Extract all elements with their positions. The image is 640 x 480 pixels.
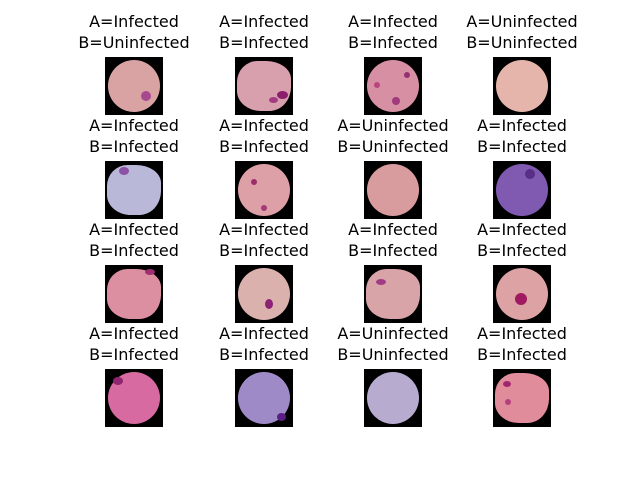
label-b: B=Infected (219, 345, 309, 364)
label-b: B=Infected (477, 345, 567, 364)
panel: A=Infected B=Infected (69, 323, 199, 433)
panel: A=Uninfected B=Uninfected (457, 11, 587, 121)
parasite-spot (376, 279, 386, 285)
parasite-spot (269, 97, 278, 103)
panel: A=Infected B=Infected (457, 323, 587, 433)
label-a: A=Infected (219, 324, 309, 343)
panel: A=Uninfected B=Uninfected (328, 115, 458, 225)
parasite-spot (119, 167, 129, 175)
blood-cell (496, 60, 548, 112)
parasite-spot (404, 72, 410, 78)
label-a: A=Infected (219, 116, 309, 135)
panel: A=Infected B=Infected (199, 115, 329, 225)
label-a: A=Infected (89, 324, 179, 343)
parasite-spot (145, 269, 155, 275)
label-a: A=Uninfected (337, 324, 449, 343)
cell-image (364, 265, 422, 323)
label-a: A=Infected (348, 220, 438, 239)
label-a: A=Infected (219, 220, 309, 239)
panel: A=Infected B=Infected (199, 219, 329, 329)
label-b: B=Infected (219, 33, 309, 52)
blood-cell (107, 269, 161, 319)
label-a: A=Infected (89, 12, 179, 31)
label-a: A=Infected (477, 324, 567, 343)
panel: A=Infected B=Infected (199, 11, 329, 121)
parasite-spot (505, 399, 511, 405)
panel: A=Infected B=Infected (69, 115, 199, 225)
parasite-spot (525, 169, 535, 179)
cell-image (105, 57, 163, 115)
cell-image (493, 161, 551, 219)
label-a: A=Uninfected (466, 12, 578, 31)
label-a: A=Infected (89, 116, 179, 135)
blood-cell (496, 164, 548, 216)
cell-image (493, 265, 551, 323)
cropped-figure-title (0, 0, 640, 2)
label-b: B=Uninfected (337, 137, 449, 156)
label-b: B=Infected (89, 241, 179, 260)
cell-image (235, 57, 293, 115)
blood-cell (237, 61, 291, 111)
label-b: B=Infected (348, 33, 438, 52)
parasite-spot (515, 293, 527, 305)
blood-cell (107, 165, 161, 215)
label-b: B=Infected (477, 241, 567, 260)
panel: A=Infected B=Infected (457, 115, 587, 225)
label-a: A=Infected (348, 12, 438, 31)
label-a: A=Infected (89, 220, 179, 239)
blood-cell (108, 60, 160, 112)
label-b: B=Infected (89, 137, 179, 156)
panel: A=Infected B=Uninfected (69, 11, 199, 121)
parasite-spot (392, 97, 400, 105)
panel: A=Infected B=Infected (199, 323, 329, 433)
panel: A=Infected B=Infected (69, 219, 199, 329)
panel: A=Uninfected B=Uninfected (328, 323, 458, 433)
blood-cell (366, 269, 420, 319)
cell-image (105, 369, 163, 427)
parasite-spot (113, 377, 123, 385)
cell-image (235, 265, 293, 323)
cell-image (364, 369, 422, 427)
blood-cell (238, 268, 290, 320)
cell-image (493, 57, 551, 115)
label-b: B=Uninfected (337, 345, 449, 364)
parasite-spot (141, 91, 151, 101)
cell-image (235, 161, 293, 219)
label-a: A=Infected (219, 12, 309, 31)
cell-image (105, 265, 163, 323)
cell-image (364, 161, 422, 219)
panel: A=Infected B=Infected (328, 11, 458, 121)
panel: A=Infected B=Infected (457, 219, 587, 329)
parasite-spot (265, 299, 273, 309)
cell-image (235, 369, 293, 427)
label-b: B=Uninfected (466, 33, 578, 52)
parasite-spot (277, 91, 288, 99)
label-b: B=Infected (219, 241, 309, 260)
cell-image (493, 369, 551, 427)
parasite-spot (251, 179, 257, 185)
parasite-spot (261, 205, 267, 211)
blood-cell (367, 372, 419, 424)
cell-image (105, 161, 163, 219)
cell-image (364, 57, 422, 115)
panel: A=Infected B=Infected (328, 219, 458, 329)
label-b: B=Infected (219, 137, 309, 156)
parasite-spot (374, 82, 380, 88)
label-a: A=Uninfected (337, 116, 449, 135)
parasite-spot (277, 413, 286, 421)
label-b: B=Infected (89, 345, 179, 364)
label-b: B=Uninfected (78, 33, 190, 52)
label-b: B=Infected (348, 241, 438, 260)
label-b: B=Infected (477, 137, 567, 156)
blood-cell (495, 373, 549, 423)
parasite-spot (503, 381, 511, 387)
label-a: A=Infected (477, 116, 567, 135)
blood-cell (367, 164, 419, 216)
label-a: A=Infected (477, 220, 567, 239)
